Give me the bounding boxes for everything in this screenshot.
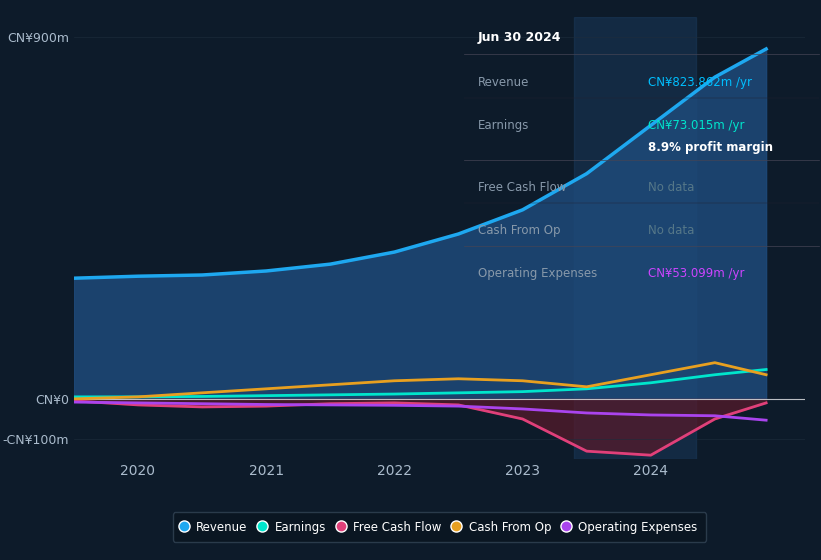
Text: No data: No data — [649, 223, 695, 237]
Text: CN¥823.862m /yr: CN¥823.862m /yr — [649, 76, 752, 88]
Text: Revenue: Revenue — [478, 76, 530, 88]
Text: 8.9% profit margin: 8.9% profit margin — [649, 141, 773, 154]
Text: Operating Expenses: Operating Expenses — [478, 267, 598, 279]
Text: Free Cash Flow: Free Cash Flow — [478, 181, 566, 194]
Text: Cash From Op: Cash From Op — [478, 223, 561, 237]
Text: CN¥73.015m /yr: CN¥73.015m /yr — [649, 119, 745, 132]
Text: CN¥53.099m /yr: CN¥53.099m /yr — [649, 267, 745, 279]
Text: Jun 30 2024: Jun 30 2024 — [478, 31, 562, 44]
Bar — [574, 17, 695, 459]
Legend: Revenue, Earnings, Free Cash Flow, Cash From Op, Operating Expenses: Revenue, Earnings, Free Cash Flow, Cash … — [172, 512, 706, 542]
Text: Earnings: Earnings — [478, 119, 530, 132]
Text: No data: No data — [649, 181, 695, 194]
